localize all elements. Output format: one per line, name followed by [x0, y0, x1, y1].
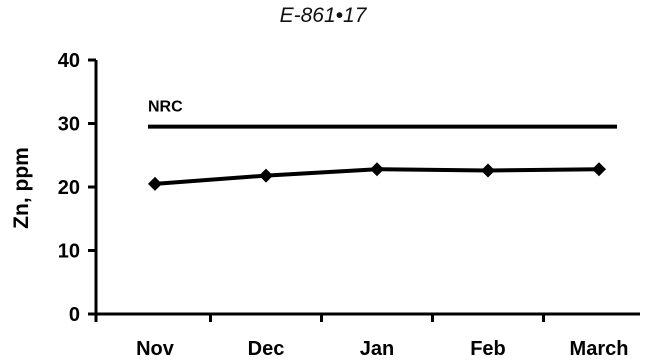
nrc-reference-label: NRC	[148, 99, 183, 116]
x-tick-label: Dec	[248, 338, 285, 360]
y-tick-label: 10	[58, 241, 80, 263]
x-tick-label: March	[570, 338, 629, 360]
y-axis-title: Zn, ppm	[10, 147, 33, 229]
data-point-marker	[481, 163, 495, 178]
x-axis: Nov Dec Jan Feb March	[94, 312, 640, 360]
y-tick-label: 40	[58, 50, 80, 72]
series-group	[148, 162, 606, 191]
data-point-marker	[148, 176, 162, 191]
y-tick-label: 20	[58, 177, 80, 199]
reference-line-group: NRC	[148, 99, 617, 129]
data-point-marker	[592, 162, 606, 177]
data-point-marker	[370, 162, 384, 177]
x-tick-label: Feb	[470, 338, 506, 360]
x-tick-label: Jan	[360, 338, 394, 360]
x-tick-label: Nov	[136, 338, 175, 360]
y-tick-label: 0	[69, 304, 80, 326]
y-axis: 0 10 20 30 40	[58, 50, 98, 326]
y-tick-label: 30	[58, 114, 80, 136]
data-point-marker	[259, 168, 273, 183]
page-header: E-861•17	[279, 4, 367, 27]
